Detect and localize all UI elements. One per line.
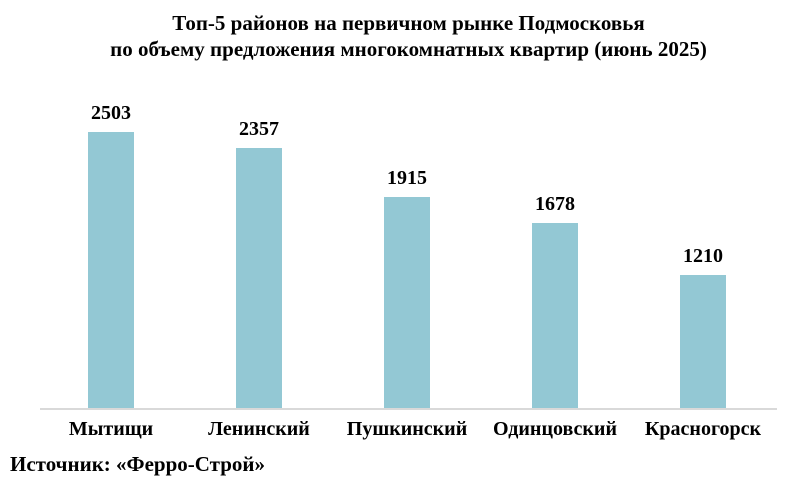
bar-2 (236, 148, 282, 408)
bar-value-label-2: 2357 (239, 118, 279, 140)
bar-value-label-4: 1678 (535, 193, 575, 215)
bar-value-label-3: 1915 (387, 167, 427, 189)
bar-1 (88, 132, 134, 408)
bar-4 (532, 223, 578, 408)
category-label-4: Одинцовский (493, 418, 617, 440)
chart-title-line-1: Топ-5 районов на первичном рынке Подмоск… (172, 11, 645, 35)
category-label-2: Ленинский (208, 418, 310, 440)
source-caption: Источник: «Ферро-Строй» (10, 452, 265, 476)
chart-title-line-2: по объему предложения многокомнатных ква… (110, 37, 707, 61)
chart-title: Топ-5 районов на первичном рынке Подмоск… (40, 10, 777, 62)
category-label-5: Красногорск (644, 418, 762, 440)
x-axis-line (40, 408, 777, 410)
bar-value-label-5: 1210 (683, 245, 723, 267)
bar-3 (384, 197, 430, 408)
category-label-1: Мытищи (68, 418, 154, 440)
category-label-3: Пушкинский (346, 418, 468, 440)
bar-5 (680, 275, 726, 408)
bar-value-label-1: 2503 (91, 102, 131, 124)
